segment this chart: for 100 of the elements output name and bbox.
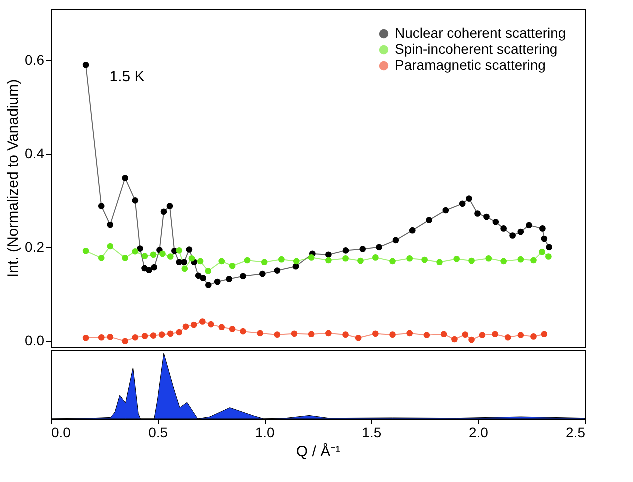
- point: [422, 256, 428, 264]
- point: [409, 227, 416, 234]
- y-axis-title: Int. (Normalized to Vanadium): [5, 79, 22, 278]
- point: [240, 328, 246, 335]
- point: [137, 246, 144, 252]
- legend-label: Spin-incoherent scattering: [395, 41, 558, 57]
- point: [146, 267, 152, 274]
- point: [406, 255, 414, 262]
- point: [274, 268, 281, 274]
- point: [274, 332, 281, 338]
- point: [176, 248, 183, 254]
- point: [122, 255, 128, 262]
- point: [308, 254, 315, 261]
- point: [326, 330, 332, 337]
- point: [218, 324, 226, 331]
- point: [372, 254, 379, 261]
- point: [107, 243, 114, 250]
- point: [82, 62, 90, 68]
- point: [142, 253, 148, 260]
- x-tick-label: 0.5: [148, 424, 168, 440]
- point: [492, 331, 498, 338]
- point: [293, 258, 300, 265]
- point: [308, 331, 315, 338]
- point: [500, 258, 507, 265]
- point: [452, 336, 458, 343]
- point: [406, 330, 414, 337]
- point: [541, 331, 548, 338]
- point: [479, 332, 486, 338]
- point: [160, 208, 168, 216]
- point: [229, 326, 236, 332]
- point: [98, 203, 105, 210]
- point: [205, 268, 212, 274]
- point: [355, 334, 362, 342]
- x-tick-label: 1.0: [255, 424, 276, 440]
- point: [504, 334, 512, 341]
- x-tick-label: 2.0: [468, 424, 489, 440]
- point: [518, 332, 524, 338]
- x-tick-label: 0.0: [52, 424, 72, 440]
- point: [342, 255, 349, 262]
- point: [326, 257, 332, 264]
- point: [132, 334, 139, 341]
- point: [199, 318, 206, 325]
- point: [540, 226, 546, 232]
- point: [167, 254, 174, 260]
- point: [436, 259, 443, 266]
- point: [342, 248, 350, 254]
- point: [492, 219, 500, 226]
- point: [197, 258, 204, 265]
- point: [546, 244, 552, 251]
- point: [530, 257, 537, 264]
- point: [257, 330, 264, 337]
- x-tick-label: 1.5: [362, 424, 382, 440]
- point: [132, 198, 139, 204]
- point: [372, 330, 379, 338]
- point: [526, 222, 532, 229]
- point: [195, 272, 202, 280]
- point: [122, 338, 128, 345]
- point: [390, 332, 396, 338]
- point: [150, 252, 157, 258]
- point: [392, 237, 400, 244]
- y-tick-label: 0.0: [25, 332, 45, 348]
- point: [442, 207, 450, 214]
- point: [214, 278, 221, 286]
- point: [98, 255, 105, 262]
- point: [424, 332, 430, 338]
- point: [229, 262, 236, 270]
- point: [182, 324, 190, 330]
- point: [240, 273, 246, 280]
- point: [484, 214, 490, 220]
- y-tick-label: 0.2: [25, 238, 45, 255]
- point: [205, 282, 212, 288]
- point: [176, 329, 183, 336]
- point: [440, 331, 448, 338]
- point: [200, 275, 206, 282]
- point: [376, 244, 382, 251]
- point: [360, 246, 366, 252]
- y-tick-label: 0.4: [25, 145, 45, 162]
- point: [500, 226, 507, 232]
- point: [150, 332, 157, 339]
- point: [181, 259, 188, 266]
- point: [486, 255, 492, 262]
- point: [122, 175, 128, 182]
- point: [454, 256, 460, 262]
- point: [167, 330, 174, 338]
- point: [358, 258, 364, 264]
- point: [151, 264, 158, 271]
- legend-label: Paramagnetic scattering: [395, 57, 546, 73]
- point: [82, 334, 90, 342]
- y-tick-label: 0.6: [25, 52, 45, 68]
- point: [244, 257, 251, 264]
- point: [142, 333, 148, 340]
- point: [426, 217, 432, 224]
- point: [326, 252, 332, 258]
- point: [188, 255, 196, 262]
- point: [160, 250, 166, 258]
- point: [186, 246, 193, 253]
- point: [468, 258, 475, 264]
- point: [226, 276, 233, 282]
- point: [518, 228, 524, 236]
- point: [82, 248, 90, 254]
